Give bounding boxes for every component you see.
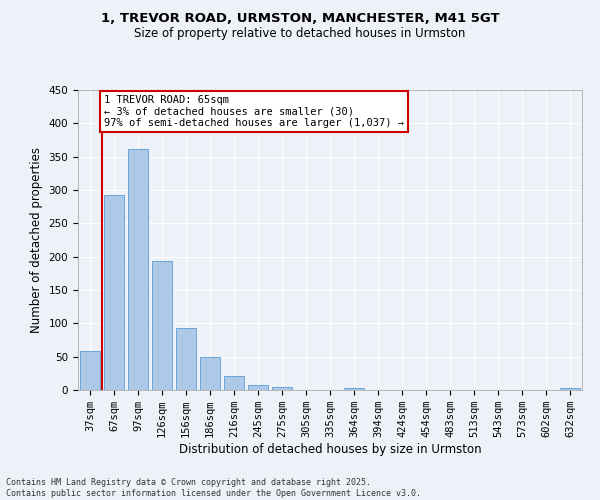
Text: 1, TREVOR ROAD, URMSTON, MANCHESTER, M41 5GT: 1, TREVOR ROAD, URMSTON, MANCHESTER, M41… (101, 12, 499, 26)
Bar (560, 388, 580, 390)
X-axis label: Distribution of detached houses by size in Urmston: Distribution of detached houses by size … (179, 443, 481, 456)
Bar (248, 384, 268, 390)
Bar (152, 260, 172, 390)
Bar (104, 194, 124, 390)
Bar (176, 328, 196, 390)
Text: Contains HM Land Registry data © Crown copyright and database right 2025.
Contai: Contains HM Land Registry data © Crown c… (6, 478, 421, 498)
Bar (344, 388, 364, 390)
Bar (128, 150, 148, 390)
Text: 1 TREVOR ROAD: 65sqm
← 3% of detached houses are smaller (30)
97% of semi-detach: 1 TREVOR ROAD: 65sqm ← 3% of detached ho… (104, 94, 404, 128)
Bar (80, 352, 100, 390)
Text: Size of property relative to detached houses in Urmston: Size of property relative to detached ho… (134, 28, 466, 40)
Bar (200, 358, 220, 390)
Y-axis label: Number of detached properties: Number of detached properties (30, 147, 43, 333)
Bar (224, 376, 244, 390)
Bar (272, 388, 292, 390)
